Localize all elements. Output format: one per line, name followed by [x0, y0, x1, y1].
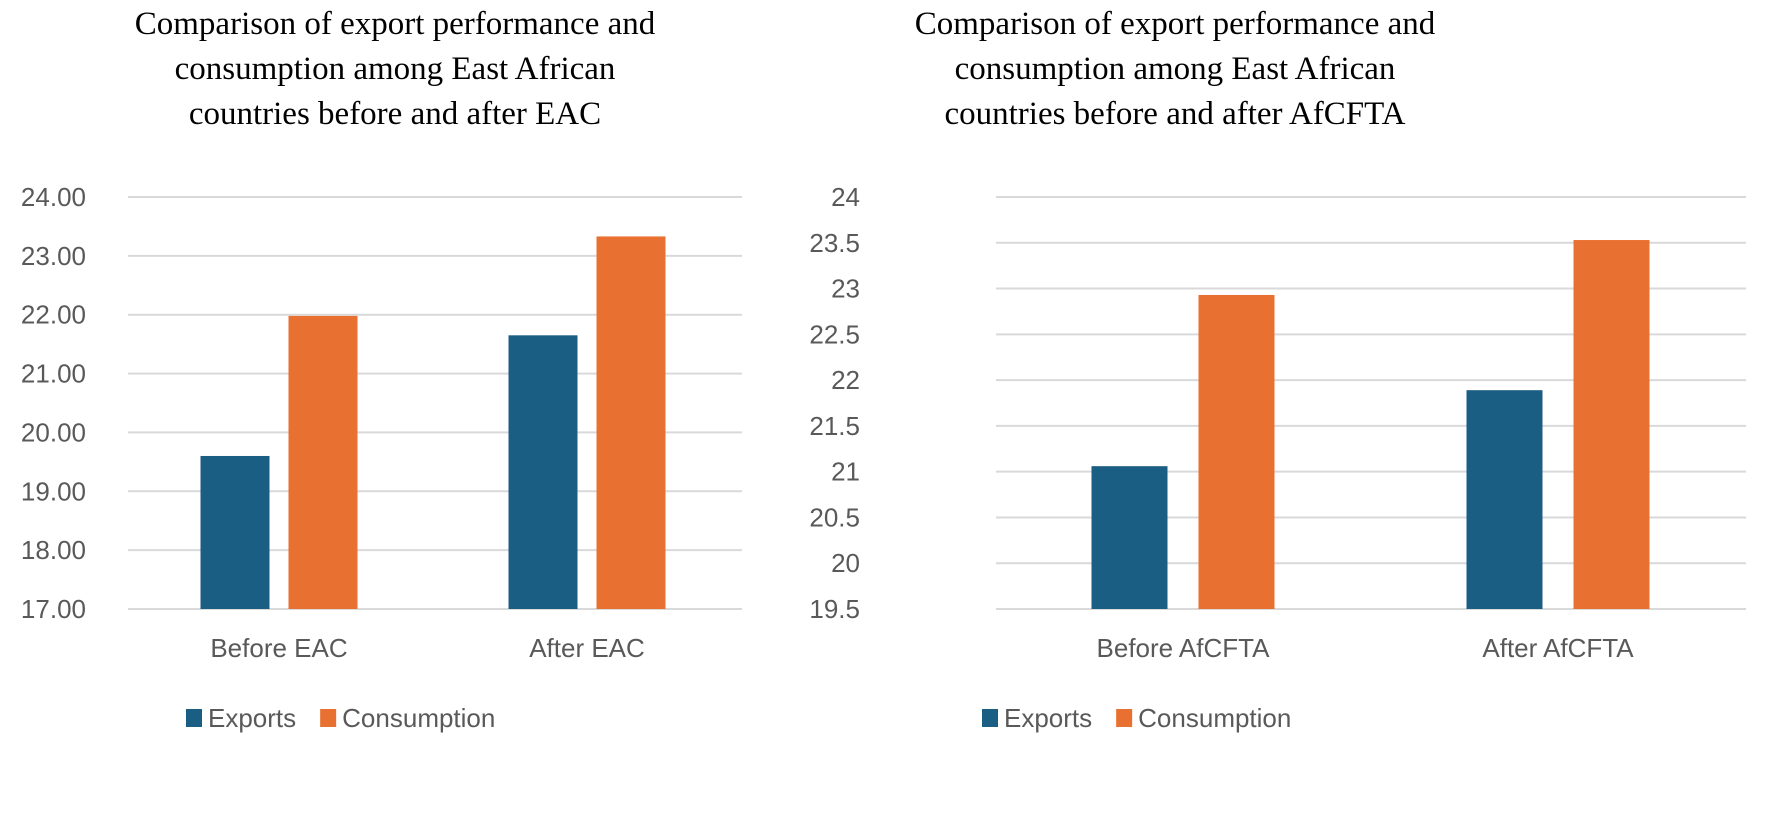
left-y-tick-label: 24.00	[21, 182, 86, 212]
right-bar-consumption-1	[1573, 240, 1650, 609]
left-legend-label-consumption: Consumption	[342, 703, 495, 733]
right-bar-consumption-0	[1198, 294, 1275, 609]
right-y-tick-label: 24	[831, 182, 860, 212]
right-legend-swatch-exports	[982, 709, 998, 727]
left-y-tick-label: 20.00	[21, 417, 86, 447]
right-bar-exports-0	[1091, 466, 1168, 609]
right-legend-swatch-consumption	[1116, 709, 1133, 727]
left-y-tick-label: 23.00	[21, 241, 86, 271]
right-y-tick-label: 22	[831, 365, 860, 395]
left-y-tick-label: 21.00	[21, 359, 86, 389]
left-y-tick-label: 18.00	[21, 535, 86, 565]
left-bar-exports-0	[200, 455, 270, 609]
left-bar-exports-1	[508, 335, 578, 609]
left-legend-swatch-exports	[186, 709, 202, 727]
right-y-tick-label: 19.5	[809, 594, 860, 624]
right-chart-title: Comparison of export performance and con…	[914, 6, 1436, 132]
right-category-label: After AfCFTA	[1482, 633, 1634, 663]
right-bar-exports-1	[1466, 390, 1543, 609]
left-legend-label-exports: Exports	[208, 703, 296, 733]
right-legend-label-consumption: Consumption	[1138, 703, 1291, 733]
left-y-tick-label: 19.00	[21, 476, 86, 506]
left-bar-consumption-0	[288, 315, 358, 609]
left-y-tick-label: 22.00	[21, 300, 86, 330]
right-legend-label-exports: Exports	[1004, 703, 1092, 733]
left-bar-consumption-1	[596, 236, 666, 610]
right-y-tick-label: 21.5	[809, 411, 860, 441]
right-y-tick-label: 21	[831, 457, 860, 487]
right-y-tick-label: 23	[831, 274, 860, 304]
left-chart-title: Comparison of export performance and con…	[134, 6, 656, 132]
left-y-tick-label: 17.00	[21, 594, 86, 624]
left-category-label: After EAC	[529, 633, 645, 663]
right-y-tick-label: 23.5	[809, 228, 860, 258]
right-y-tick-label: 20	[831, 548, 860, 578]
left-legend-swatch-consumption	[320, 709, 337, 727]
right-y-tick-label: 22.5	[809, 319, 860, 349]
right-category-label: Before AfCFTA	[1097, 633, 1271, 663]
right-y-tick-label: 20.5	[809, 502, 860, 532]
left-category-label: Before EAC	[210, 633, 347, 663]
